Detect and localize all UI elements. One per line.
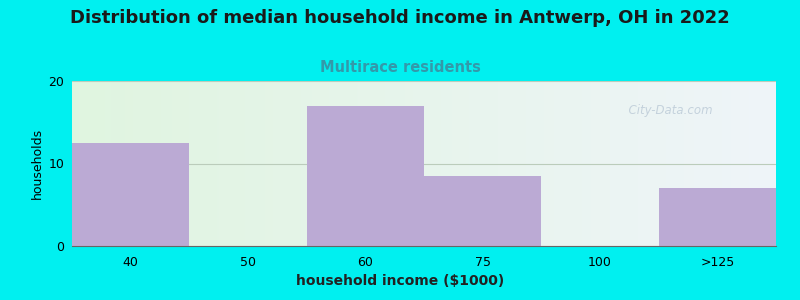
Text: City-Data.com: City-Data.com [621, 104, 713, 117]
Bar [72, 143, 190, 246]
Text: Multirace residents: Multirace residents [319, 60, 481, 75]
Bar [424, 176, 542, 246]
Bar [658, 188, 776, 246]
Bar [306, 106, 424, 246]
Text: household income ($1000): household income ($1000) [296, 274, 504, 288]
Y-axis label: households: households [31, 128, 44, 199]
Text: Distribution of median household income in Antwerp, OH in 2022: Distribution of median household income … [70, 9, 730, 27]
